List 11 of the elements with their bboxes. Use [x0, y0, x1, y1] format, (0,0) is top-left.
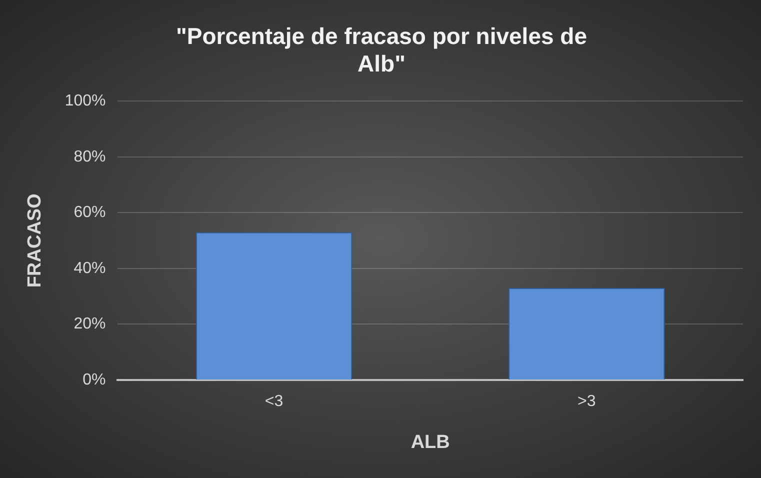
y-tick-label: 40% — [74, 260, 106, 277]
y-tick-label: 20% — [74, 316, 106, 333]
x-tick-label: >3 — [578, 393, 596, 410]
y-tick-label: 100% — [64, 92, 106, 110]
x-axis-title: ALB — [410, 432, 450, 453]
y-tick-label: 60% — [74, 204, 106, 222]
y-tick-label: 80% — [74, 148, 106, 166]
chart-title: "Porcentaje de fracaso por niveles de Alb" — [176, 23, 588, 77]
y-axis-title: FRACASO — [24, 194, 46, 288]
y-tick-label: 0% — [82, 371, 106, 388]
x-tick-label: <3 — [264, 393, 284, 410]
